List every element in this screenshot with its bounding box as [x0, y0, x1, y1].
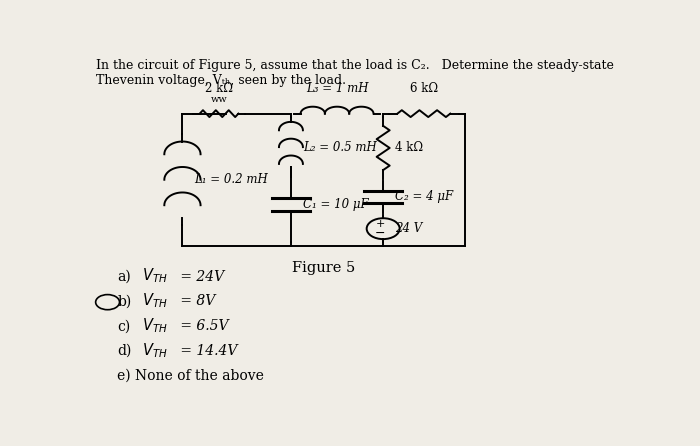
Text: d): d)	[118, 344, 132, 358]
Text: $V_{TH}$: $V_{TH}$	[141, 341, 167, 359]
Text: = 6.5V: = 6.5V	[176, 319, 228, 333]
Text: L₂ = 0.5 mH: L₂ = 0.5 mH	[303, 140, 377, 153]
Text: 6 kΩ: 6 kΩ	[410, 82, 438, 95]
Text: 4 kΩ: 4 kΩ	[395, 141, 424, 154]
Text: $V_{TH}$: $V_{TH}$	[141, 267, 167, 285]
Text: = 24V: = 24V	[176, 270, 224, 284]
Text: In the circuit of Figure 5, assume that the load is C₂.   Determine the steady-s: In the circuit of Figure 5, assume that …	[96, 59, 613, 87]
Text: ww: ww	[211, 95, 228, 104]
Text: C₁ = 10 μF: C₁ = 10 μF	[303, 198, 368, 211]
Text: = 14.4V: = 14.4V	[176, 344, 237, 358]
Text: L₁ = 0.2 mH: L₁ = 0.2 mH	[195, 173, 268, 186]
Text: c): c)	[118, 319, 131, 333]
Text: $V_{TH}$: $V_{TH}$	[141, 291, 167, 310]
Text: 2 kΩ: 2 kΩ	[205, 82, 233, 95]
Text: b): b)	[118, 294, 132, 309]
Text: = 8V: = 8V	[176, 294, 215, 309]
Text: 24 V: 24 V	[395, 222, 422, 235]
Text: L₃ = 1 mH: L₃ = 1 mH	[306, 82, 368, 95]
Text: a): a)	[118, 270, 131, 284]
Text: C₂ = 4 μF: C₂ = 4 μF	[395, 190, 453, 203]
Text: $V_{TH}$: $V_{TH}$	[141, 316, 167, 335]
Text: Figure 5: Figure 5	[292, 261, 355, 275]
Text: e) None of the above: e) None of the above	[118, 369, 264, 383]
Text: +: +	[376, 219, 385, 229]
Text: −: −	[375, 227, 386, 240]
